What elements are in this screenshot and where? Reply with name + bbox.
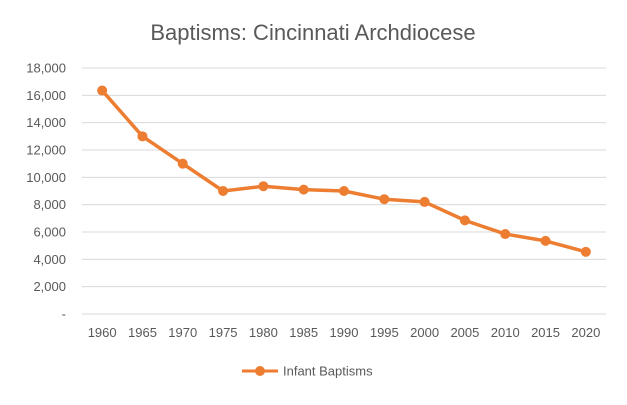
y-tick-label: 8,000 xyxy=(33,197,66,212)
y-tick-label: 14,000 xyxy=(26,115,66,130)
data-point xyxy=(419,196,430,207)
x-tick-label: 2005 xyxy=(450,325,479,340)
data-point xyxy=(339,186,349,196)
y-tick-label: 16,000 xyxy=(26,88,66,103)
data-point xyxy=(97,85,108,96)
chart-title: Baptisms: Cincinnati Archdiocese xyxy=(150,20,475,45)
data-point xyxy=(580,246,591,257)
x-tick-label: 1960 xyxy=(88,325,117,340)
x-tick-label: 1990 xyxy=(330,325,359,340)
legend: Infant Baptisms xyxy=(242,364,373,379)
series-infant-baptisms xyxy=(97,85,591,257)
x-tick-label: 1970 xyxy=(168,325,197,340)
y-tick-label: 10,000 xyxy=(26,170,66,185)
x-tick-label: 1975 xyxy=(209,325,238,340)
x-tick-label: 1965 xyxy=(128,325,157,340)
y-axis-tick-labels: - 2,000 4,000 6,000 8,000 10,000 12,000 14,000 1… xyxy=(26,61,66,322)
x-tick-label: 2010 xyxy=(491,325,520,340)
y-tick-label: 12,000 xyxy=(26,143,66,158)
y-tick-label: 18,000 xyxy=(26,61,66,76)
y-tick-label: - xyxy=(62,307,66,322)
data-point xyxy=(298,184,309,195)
data-point xyxy=(258,181,269,192)
y-tick-label: 6,000 xyxy=(33,225,66,240)
x-tick-label: 1985 xyxy=(289,325,318,340)
x-tick-label: 2020 xyxy=(571,325,600,340)
legend-marker-swatch xyxy=(255,366,265,376)
gridlines xyxy=(82,67,606,315)
legend-label: Infant Baptisms xyxy=(283,364,373,379)
series-line xyxy=(100,88,588,254)
x-tick-label: 1995 xyxy=(370,325,399,340)
data-point xyxy=(500,229,511,240)
data-point xyxy=(540,235,551,246)
data-point xyxy=(218,186,229,196)
data-point xyxy=(459,215,470,226)
x-axis-tick-labels: 1960 1965 1970 1975 1980 1985 1990 1995 2000 2005… xyxy=(88,325,601,340)
x-tick-label: 2015 xyxy=(531,325,560,340)
y-tick-label: 4,000 xyxy=(33,252,66,267)
data-point xyxy=(177,158,188,169)
data-point xyxy=(379,194,390,205)
x-tick-label: 2000 xyxy=(410,325,439,340)
y-tick-label: 2,000 xyxy=(33,279,66,294)
data-point xyxy=(137,131,148,142)
x-tick-label: 1980 xyxy=(249,325,278,340)
